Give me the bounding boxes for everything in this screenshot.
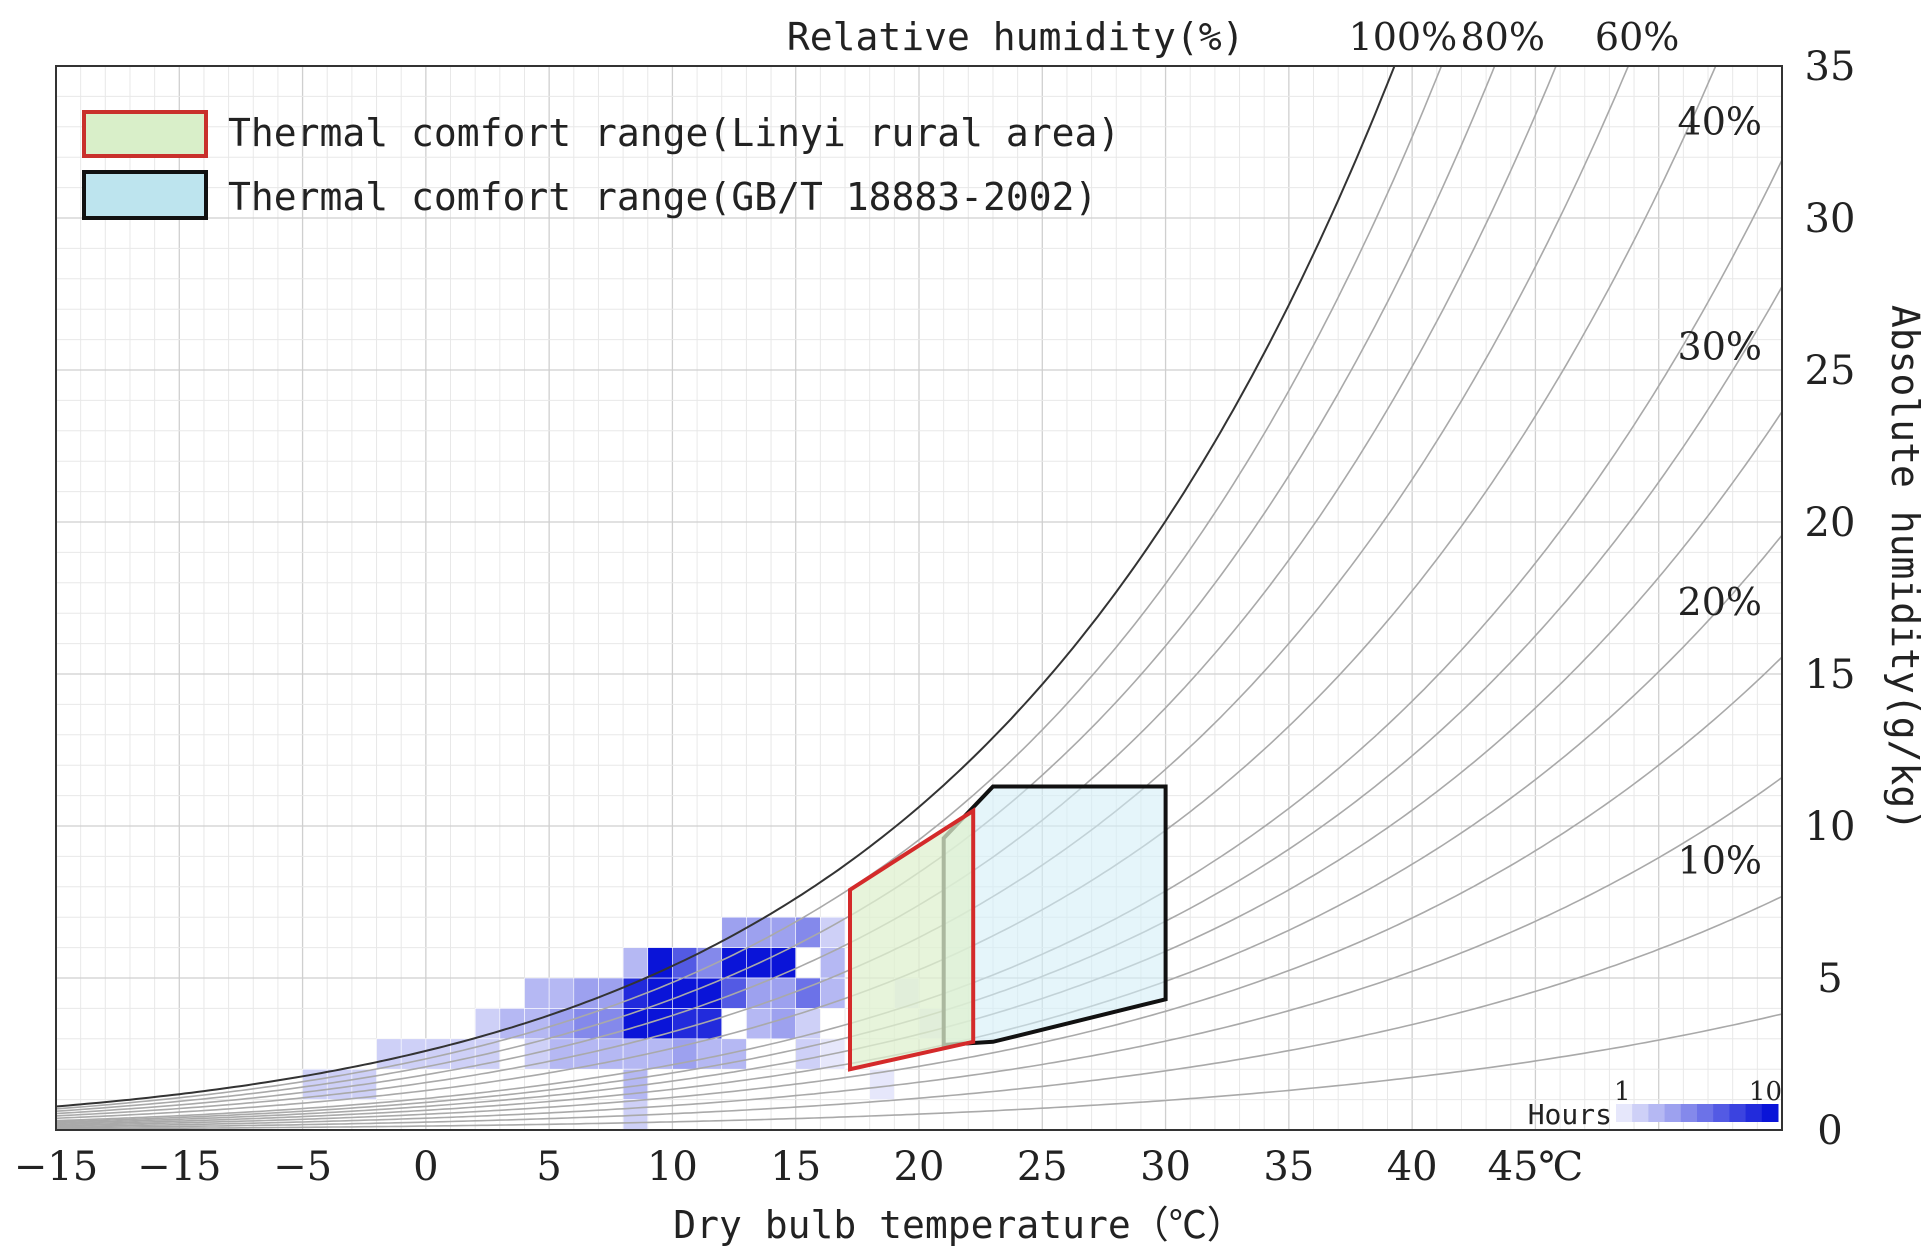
y-tick-label: 0 bbox=[1817, 1108, 1842, 1154]
y-tick-label: 35 bbox=[1805, 44, 1856, 90]
rh-curve-10 bbox=[56, 895, 1782, 1129]
rh-top-label: 80% bbox=[1461, 15, 1545, 59]
colorbar-step bbox=[1697, 1104, 1714, 1122]
rh-top-label: 60% bbox=[1595, 15, 1679, 59]
x-tick-label: 15 bbox=[770, 1144, 821, 1190]
rh-curve-100 bbox=[56, 66, 1396, 1108]
heatmap-cell bbox=[672, 977, 698, 1009]
legend-swatch-linyi bbox=[82, 110, 208, 158]
rh-side-label: 20% bbox=[1678, 580, 1762, 624]
x-tick-label: 10 bbox=[647, 1144, 698, 1190]
x-tick-label: 40 bbox=[1387, 1144, 1438, 1190]
heatmap-cell bbox=[820, 916, 846, 948]
x-ticks: −15 −15 −5 0 5 10 15 20 25 30 35 40 45℃ bbox=[14, 1144, 1583, 1190]
colorbar-step bbox=[1680, 1104, 1698, 1122]
y-ticks: 0 5 10 15 20 25 30 35 bbox=[1805, 44, 1856, 1154]
y-axis-label: Absolute humidity(g/kg) bbox=[1883, 305, 1924, 831]
heatmap-cell bbox=[573, 1008, 599, 1040]
x-tick-label: 25 bbox=[1017, 1144, 1068, 1190]
heatmap-cell bbox=[647, 947, 673, 979]
rh-top-label: 100% bbox=[1349, 15, 1458, 59]
heatmap-cell bbox=[647, 1038, 673, 1070]
heatmap-cell bbox=[795, 1038, 821, 1070]
plot-frame bbox=[55, 65, 1783, 1131]
heatmap-cell bbox=[770, 1008, 797, 1040]
x-tick-label: 35 bbox=[1263, 1144, 1314, 1190]
colorbar bbox=[1616, 1104, 1779, 1122]
colorbar-step bbox=[1648, 1104, 1666, 1122]
colorbar-step bbox=[1761, 1104, 1779, 1122]
y-tick-label: 25 bbox=[1805, 348, 1856, 394]
y-tick-label: 30 bbox=[1805, 196, 1856, 242]
rh-side-label: 30% bbox=[1678, 325, 1762, 369]
heatmap-cell bbox=[573, 977, 599, 1009]
colorbar-step bbox=[1632, 1104, 1649, 1122]
zone-gbt-18883 bbox=[941, 784, 1168, 1048]
x-tick-label: 45℃ bbox=[1488, 1144, 1584, 1190]
legend-swatch-gbt bbox=[82, 170, 208, 220]
heatmap-cell bbox=[598, 1038, 624, 1070]
heatmap-cell bbox=[524, 1008, 550, 1040]
zone-linyi-rural bbox=[848, 807, 976, 1072]
x-tick-label: 5 bbox=[536, 1144, 561, 1190]
heatmap-cell bbox=[696, 1038, 723, 1070]
heatmap-cell bbox=[647, 1008, 673, 1040]
legend-label-linyi: Thermal comfort range(Linyi rural area) bbox=[228, 111, 1120, 155]
colorbar-step bbox=[1745, 1104, 1763, 1122]
rh-side-label: 10% bbox=[1678, 838, 1762, 882]
x-tick-label: 20 bbox=[894, 1144, 945, 1190]
rh-curve-15 bbox=[56, 776, 1782, 1128]
heatmap-cell bbox=[524, 977, 550, 1009]
x-axis-label: Dry bulb temperature（℃） bbox=[673, 1203, 1245, 1247]
heatmap-cell bbox=[746, 977, 772, 1009]
colorbar-step bbox=[1729, 1104, 1747, 1122]
heatmap-cell bbox=[672, 1008, 698, 1040]
x-tick-label: 30 bbox=[1140, 1144, 1191, 1190]
rh-labels: 100% 80% 60% 40% 30% 20% 10% bbox=[1349, 15, 1762, 882]
colorbar-step bbox=[1664, 1104, 1682, 1122]
comfort-zones bbox=[848, 784, 1168, 1072]
x-tick-label: 0 bbox=[413, 1144, 438, 1190]
colorbar-min-label: 1 bbox=[1614, 1077, 1631, 1107]
heatmap-cell bbox=[696, 977, 723, 1009]
y-tick-label: 15 bbox=[1805, 652, 1856, 698]
x-tick-label: −5 bbox=[273, 1144, 332, 1190]
legend-label-gbt: Thermal comfort range(GB/T 18883-2002) bbox=[228, 175, 1097, 219]
y-tick-label: 20 bbox=[1805, 500, 1856, 546]
rh-curve-5 bbox=[56, 1013, 1782, 1130]
y-tick-label: 10 bbox=[1805, 804, 1856, 850]
heatmap-cell bbox=[622, 947, 649, 979]
rh-side-label: 40% bbox=[1678, 100, 1762, 144]
legend: Thermal comfort range(Linyi rural area) … bbox=[82, 110, 1120, 220]
colorbar-step bbox=[1713, 1104, 1730, 1122]
colorbar-max-label: 10 bbox=[1749, 1077, 1782, 1107]
heatmap-cell bbox=[795, 977, 821, 1009]
rh-header-label: Relative humidity(%) bbox=[787, 15, 1245, 59]
x-tick-label: −15 bbox=[137, 1144, 221, 1190]
colorbar-label: Hours bbox=[1528, 1098, 1612, 1131]
heatmap-cell bbox=[820, 977, 846, 1009]
heatmap-cell bbox=[770, 916, 797, 948]
heatmap-cell bbox=[721, 947, 747, 979]
x-tick-label: −15 bbox=[14, 1144, 98, 1190]
colorbar-step bbox=[1616, 1104, 1633, 1122]
heatmap-cell bbox=[548, 977, 575, 1009]
heatmap-cell bbox=[548, 1038, 575, 1070]
rh-curve-90 bbox=[56, 66, 1443, 1110]
heatmap bbox=[302, 916, 944, 1130]
rh-curve-20 bbox=[56, 656, 1782, 1127]
y-tick-label: 5 bbox=[1817, 956, 1842, 1002]
heatmap-cell bbox=[721, 916, 747, 948]
